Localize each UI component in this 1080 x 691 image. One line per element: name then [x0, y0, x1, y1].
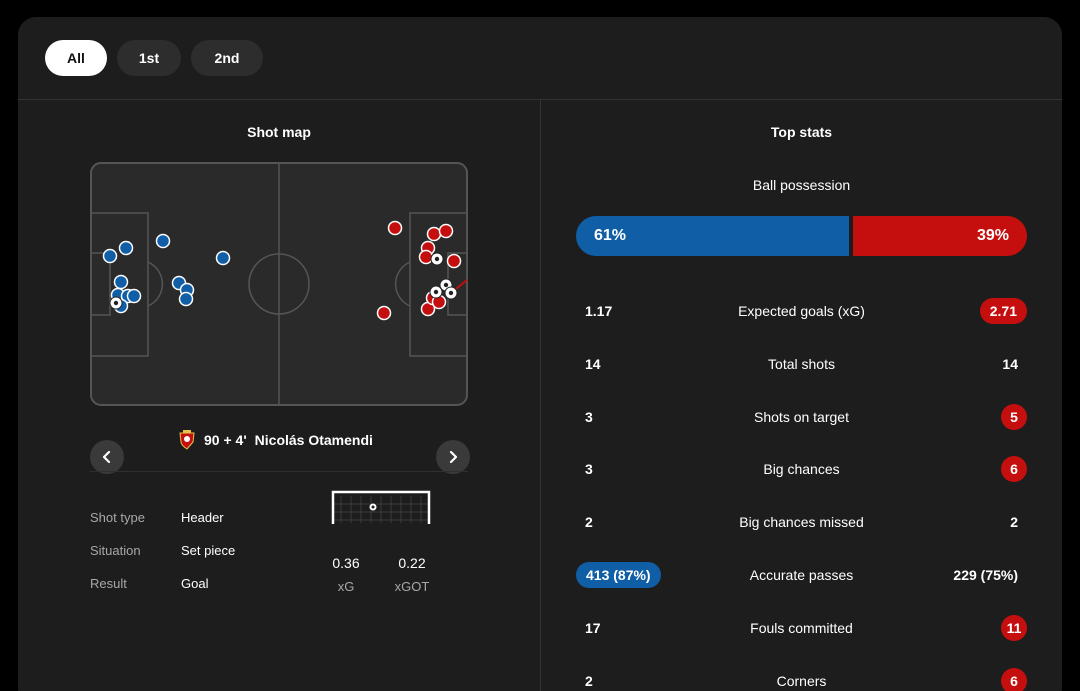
- stat-label: Accurate passes: [749, 567, 854, 583]
- stat-row: Accurate passes 413 (87%) 229 (75%): [576, 562, 1027, 590]
- shot-player-name: Nicolás Otamendi: [254, 432, 373, 448]
- stat-row: Big chances missed 2 2: [576, 509, 1027, 537]
- xgot-value: 0.22: [398, 555, 426, 571]
- xgot-label: xGOT: [394, 579, 430, 594]
- stat-home-value: 2: [585, 514, 593, 530]
- previous-shot-button[interactable]: [90, 440, 124, 474]
- stat-row: Big chances 3 6: [576, 456, 1027, 484]
- shot-type-label: Shot type: [90, 510, 145, 525]
- shot-type-value: Header: [181, 510, 224, 525]
- home-shot-marker[interactable]: [118, 240, 134, 256]
- away-shot-marker[interactable]: [418, 249, 434, 265]
- home-shot-marker[interactable]: [102, 248, 118, 264]
- stat-label: Corners: [776, 673, 827, 689]
- top-stats-panel: Top stats Ball possession 61% 39% Expect…: [541, 100, 1062, 691]
- result-value: Goal: [181, 576, 209, 591]
- stat-away-value: 6: [1001, 456, 1027, 482]
- stat-away-value: 2.71: [979, 298, 1027, 324]
- stat-away-value: 6: [1001, 668, 1027, 691]
- stat-home-value: 3: [585, 461, 593, 477]
- stat-row: Total shots 14 14: [576, 351, 1027, 379]
- stat-label: Big chances missed: [739, 514, 864, 530]
- shot-map-panel: Shot map 90 + 4: [18, 100, 540, 691]
- stat-label: Shots on target: [754, 409, 849, 425]
- shot-minute: 90 + 4': [204, 432, 247, 448]
- chevron-left-icon: [102, 451, 111, 463]
- goal-frame: [331, 490, 431, 526]
- home-shot-marker[interactable]: [113, 274, 129, 290]
- home-shot-marker[interactable]: [155, 233, 171, 249]
- stat-row: Fouls committed 17 11: [576, 615, 1027, 643]
- away-goal-marker[interactable]: [430, 252, 444, 266]
- away-goal-marker[interactable]: [444, 286, 458, 300]
- shot-map-pitch: [90, 162, 468, 406]
- home-shot-marker[interactable]: [126, 288, 142, 304]
- stat-home-value: 413 (87%): [576, 562, 661, 588]
- chevron-right-icon: [449, 451, 458, 463]
- stat-row: Expected goals (xG) 1.17 2.71: [576, 298, 1027, 326]
- stat-home-value: 2: [585, 673, 593, 689]
- benfica-crest-icon: [179, 430, 195, 450]
- possession-label: Ball possession: [752, 177, 851, 193]
- stat-home-value: 14: [585, 356, 601, 372]
- match-stats-card: All 1st 2nd Shot map: [18, 17, 1062, 691]
- period-tabs: All 1st 2nd: [45, 40, 263, 76]
- stat-label: Fouls committed: [750, 620, 853, 636]
- stat-home-value: 1.17: [585, 303, 613, 319]
- away-shot-marker[interactable]: [387, 220, 403, 236]
- away-shot-marker[interactable]: [376, 305, 392, 321]
- stat-label: Expected goals (xG): [738, 303, 865, 319]
- stat-row: Shots on target 3 5: [576, 404, 1027, 432]
- possession-bar: 61% 39%: [576, 216, 1027, 256]
- home-shot-marker[interactable]: [215, 250, 231, 266]
- stat-away-value: 2: [1010, 514, 1018, 530]
- column-divider: [540, 99, 541, 691]
- stat-home-value: 17: [585, 620, 601, 636]
- away-shot-marker[interactable]: [438, 223, 454, 239]
- result-label: Result: [90, 576, 127, 591]
- tab-2nd[interactable]: 2nd: [191, 40, 263, 76]
- shot-divider: [90, 471, 468, 472]
- home-shot-marker[interactable]: [178, 291, 194, 307]
- stat-away-value: 229 (75%): [953, 567, 1018, 583]
- shot-map-title: Shot map: [247, 124, 311, 140]
- selected-shot-title: 90 + 4' Nicolás Otamendi: [178, 427, 398, 453]
- top-stats-title: Top stats: [770, 124, 833, 140]
- home-goal-marker[interactable]: [109, 296, 123, 310]
- possession-home: 61%: [576, 216, 849, 256]
- goal-net-icon: [331, 490, 431, 524]
- stat-away-value: 11: [1001, 615, 1027, 641]
- next-shot-button[interactable]: [436, 440, 470, 474]
- stat-away-value: 14: [1002, 356, 1018, 372]
- stat-home-value: 3: [585, 409, 593, 425]
- stat-label: Total shots: [768, 356, 835, 372]
- situation-value: Set piece: [181, 543, 236, 558]
- away-shot-marker[interactable]: [426, 226, 442, 242]
- stat-label: Big chances: [763, 461, 840, 477]
- situation-label: Situation: [90, 543, 141, 558]
- xg-value: 0.36: [332, 555, 360, 571]
- away-shot-marker[interactable]: [446, 253, 462, 269]
- stat-away-value: 5: [1001, 404, 1027, 430]
- xg-label: xG: [337, 579, 355, 594]
- tab-1st[interactable]: 1st: [117, 40, 181, 76]
- stat-row: Corners 2 6: [576, 668, 1027, 691]
- possession-away: 39%: [853, 216, 1027, 256]
- tab-all[interactable]: All: [45, 40, 107, 76]
- pitch-graphic: [90, 162, 468, 406]
- away-goal-marker[interactable]: [429, 285, 443, 299]
